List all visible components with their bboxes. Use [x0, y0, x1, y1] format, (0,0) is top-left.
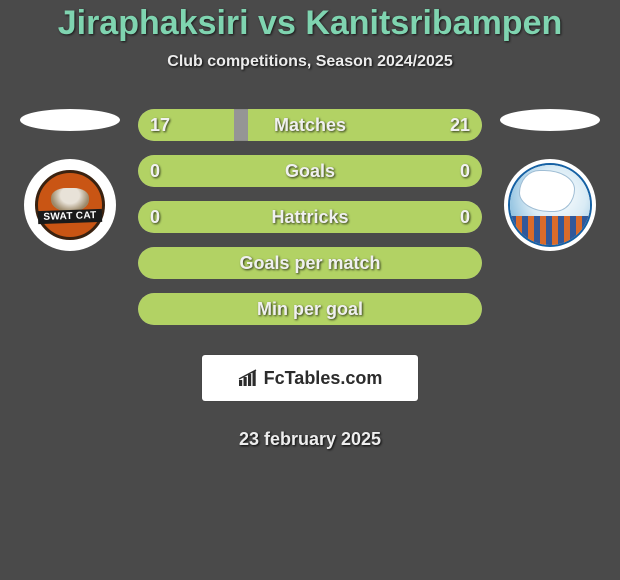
- comparison-widget: Jiraphaksiri vs Kanitsribampen Club comp…: [0, 0, 620, 450]
- stat-left-value: 0: [150, 161, 160, 182]
- stat-label: Hattricks: [271, 207, 348, 228]
- stat-right-value: 21: [450, 115, 470, 136]
- cat-face-icon: [51, 188, 89, 212]
- stat-right-value: 0: [460, 207, 470, 228]
- stat-bar: Min per goal: [138, 293, 482, 325]
- right-player-silhouette: [500, 109, 600, 131]
- brand-link[interactable]: FcTables.com: [202, 355, 418, 401]
- horse-logo: [508, 163, 592, 247]
- chart-bars-icon: [238, 369, 260, 387]
- main-row: SWAT CAT 17 Matches 21 0 Goals 0 0 Hattricks 0 Go…: [0, 109, 620, 450]
- swatcat-logo: SWAT CAT: [35, 170, 105, 240]
- right-team-column: [500, 109, 600, 251]
- left-team-badge[interactable]: SWAT CAT: [24, 159, 116, 251]
- stat-label: Goals per match: [239, 253, 380, 274]
- date-label: 23 february 2025: [138, 429, 482, 450]
- stat-bar: 0 Goals 0: [138, 155, 482, 187]
- stripes-icon: [510, 216, 590, 245]
- page-title: Jiraphaksiri vs Kanitsribampen: [58, 4, 563, 43]
- stat-left-value: 17: [150, 115, 170, 136]
- stat-label: Goals: [285, 161, 335, 182]
- right-team-badge[interactable]: [504, 159, 596, 251]
- left-team-column: SWAT CAT: [20, 109, 120, 251]
- stat-bar: 0 Hattricks 0: [138, 201, 482, 233]
- stats-column: 17 Matches 21 0 Goals 0 0 Hattricks 0 Goals per m…: [138, 109, 482, 450]
- stat-label: Matches: [274, 115, 346, 136]
- stat-bar: Goals per match: [138, 247, 482, 279]
- left-player-silhouette: [20, 109, 120, 131]
- stat-left-value: 0: [150, 207, 160, 228]
- badge-label: SWAT CAT: [38, 209, 102, 224]
- stat-right-value: 0: [460, 161, 470, 182]
- stat-label: Min per goal: [257, 299, 363, 320]
- page-subtitle: Club competitions, Season 2024/2025: [167, 53, 452, 71]
- brand-text: FcTables.com: [264, 368, 383, 389]
- stat-bar: 17 Matches 21: [138, 109, 482, 141]
- horse-shape-icon: [520, 171, 574, 211]
